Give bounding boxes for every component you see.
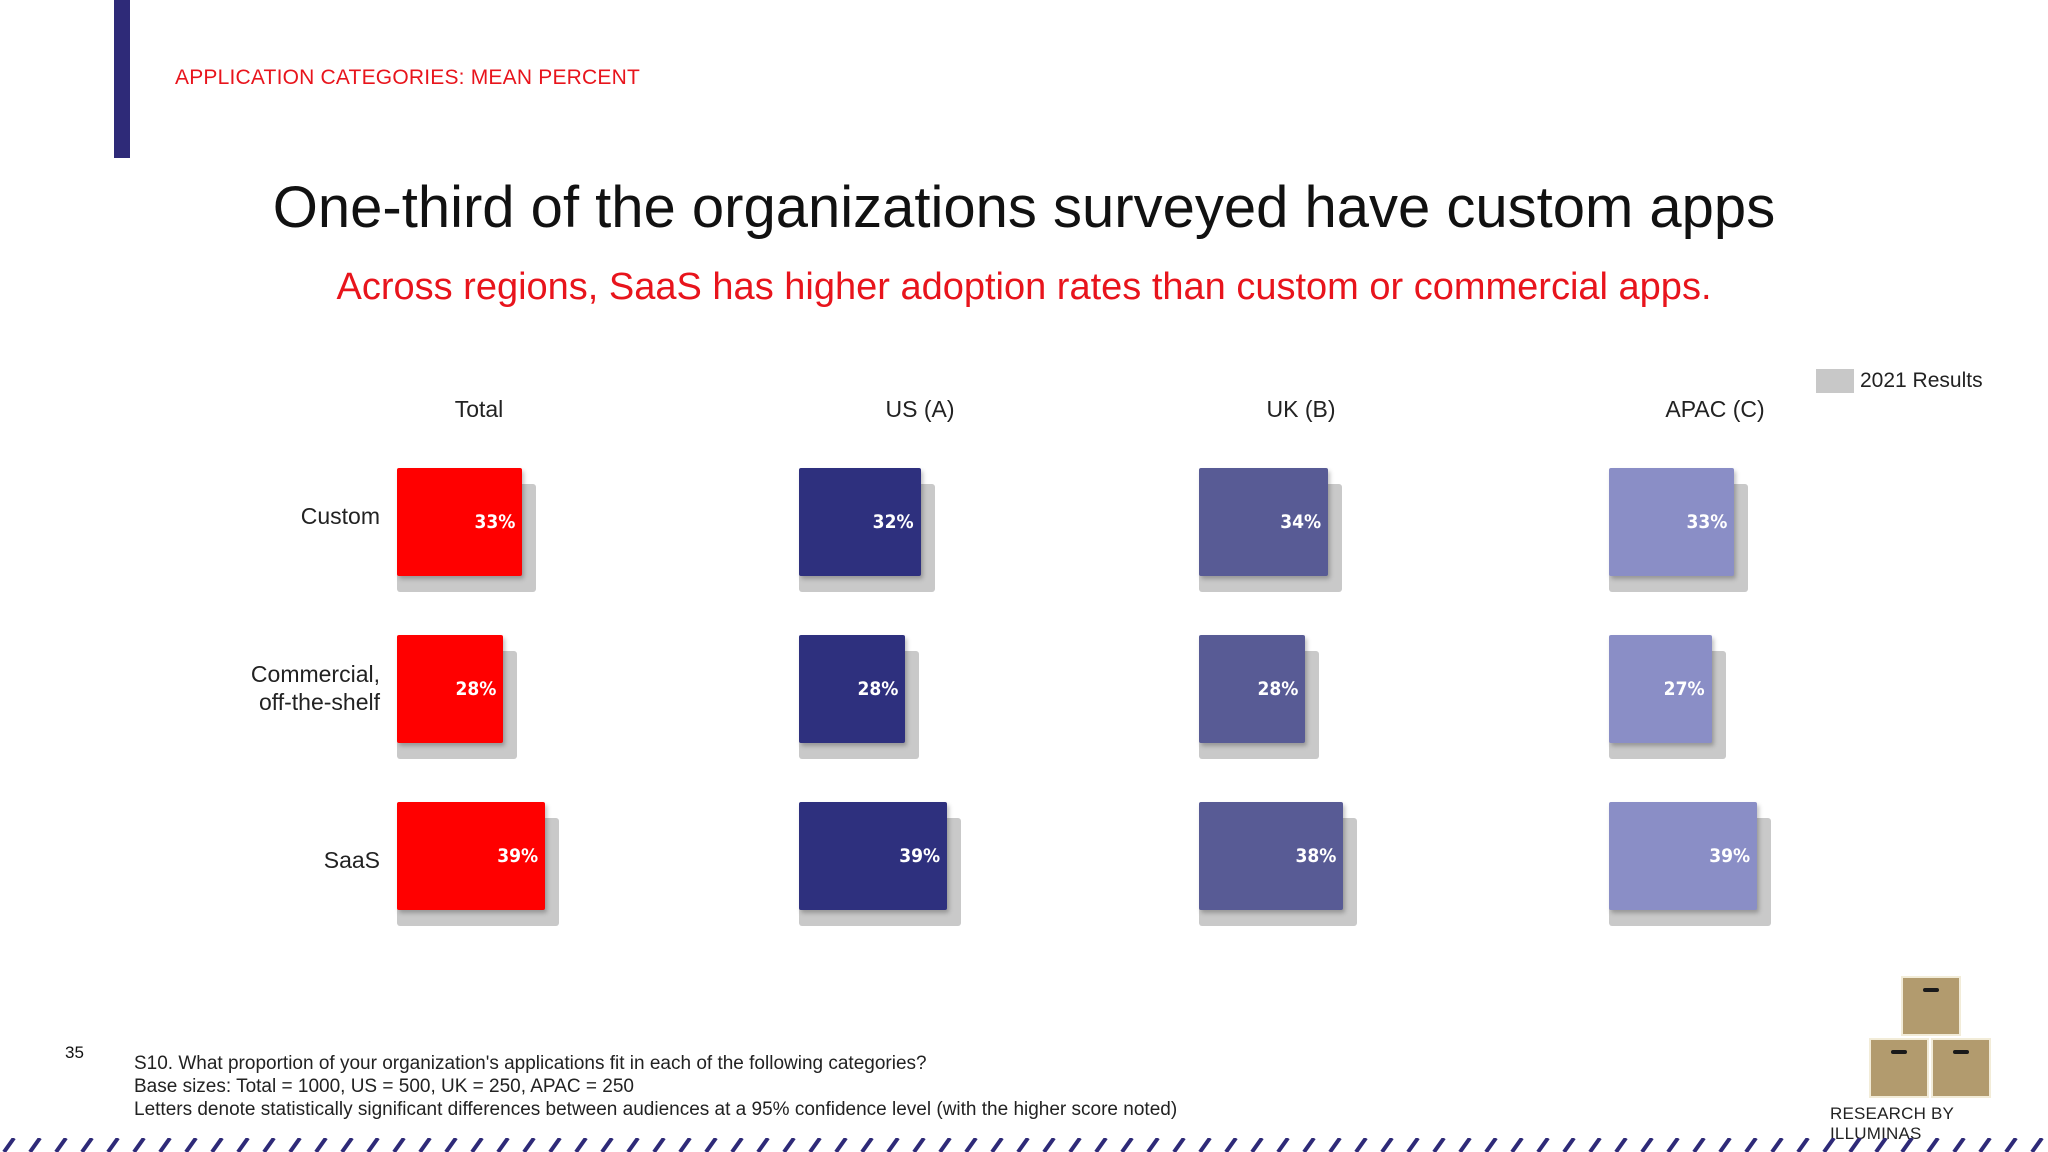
footnote-significance: Letters denote statistically significant… xyxy=(134,1099,1178,1120)
bar-value-label: 39% xyxy=(899,845,941,867)
row-label: Custom xyxy=(300,503,380,529)
bar-value-label: 28% xyxy=(857,678,899,700)
bar: 39% xyxy=(1609,802,1758,910)
box-bottom-right xyxy=(1931,1038,1991,1098)
page-subtitle: Across regions, SaaS has higher adoption… xyxy=(336,266,1712,308)
bar: 33% xyxy=(1609,468,1735,576)
legend-swatch xyxy=(1816,369,1854,393)
footnote-base-sizes: Base sizes: Total = 1000, US = 500, UK =… xyxy=(134,1076,634,1097)
box-bottom-left xyxy=(1869,1038,1929,1098)
bar-value-label: 28% xyxy=(455,678,497,700)
bar-value-label: 39% xyxy=(497,845,539,867)
page-number: 35 xyxy=(65,1043,84,1062)
row-label: Commercial, off-the-shelf xyxy=(250,661,380,715)
bar: 28% xyxy=(1199,635,1306,743)
bar-value-label: 34% xyxy=(1280,511,1322,533)
footnote-question: S10. What proportion of your organizatio… xyxy=(134,1053,927,1074)
row-label: SaaS xyxy=(323,847,380,873)
box-top xyxy=(1901,976,1961,1036)
bar-value-label: 27% xyxy=(1663,678,1705,700)
bar-value-label: 33% xyxy=(1686,511,1728,533)
panel-header: APAC (C) xyxy=(1665,396,1765,422)
bar: 34% xyxy=(1199,468,1329,576)
decorative-stripe xyxy=(0,1138,2048,1152)
bar: 32% xyxy=(799,468,921,576)
section-label: APPLICATION CATEGORIES: MEAN PERCENT xyxy=(175,66,640,89)
bar-value-label: 38% xyxy=(1295,845,1337,867)
bar: 28% xyxy=(397,635,504,743)
bar-value-label: 33% xyxy=(474,511,516,533)
panel-header: UK (B) xyxy=(1266,396,1336,422)
bar-value-label: 39% xyxy=(1709,845,1751,867)
bar-value-label: 28% xyxy=(1257,678,1299,700)
accent-bar xyxy=(114,0,130,158)
bar: 33% xyxy=(397,468,523,576)
panel-header: Total xyxy=(454,396,504,422)
bar: 39% xyxy=(799,802,948,910)
chart-legend: 2021 Results xyxy=(1816,369,1983,393)
legend-label: 2021 Results xyxy=(1860,369,1983,392)
bar: 38% xyxy=(1199,802,1344,910)
panel-header: US (A) xyxy=(885,396,955,422)
bar-value-label: 32% xyxy=(872,511,914,533)
bar: 27% xyxy=(1609,635,1712,743)
page-title: One-third of the organizations surveyed … xyxy=(272,175,1776,240)
bar: 39% xyxy=(397,802,546,910)
bar: 28% xyxy=(799,635,906,743)
